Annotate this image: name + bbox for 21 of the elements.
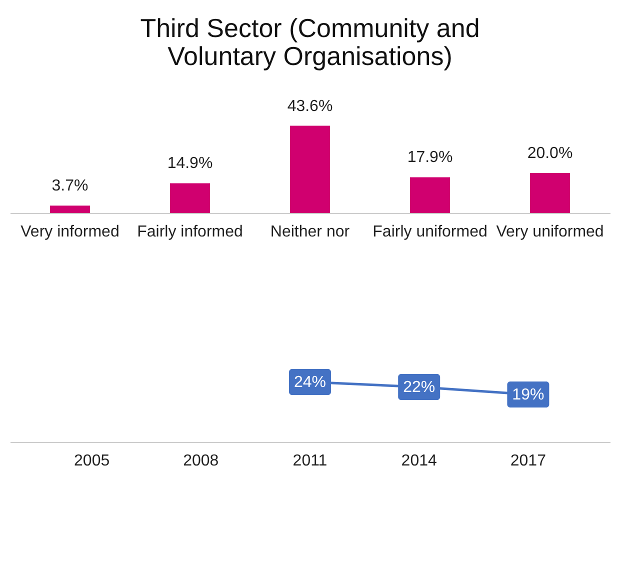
bar <box>170 183 210 213</box>
x-tick-label: 2005 <box>74 452 110 470</box>
data-label: 3.7% <box>52 178 88 195</box>
bar <box>50 206 90 213</box>
chart-title: Third Sector (Community and Voluntary Organisations) <box>140 12 480 71</box>
data-label: 20.0% <box>527 145 573 162</box>
x-tick-label: Fairly uniformed <box>372 224 488 240</box>
bar <box>290 126 330 213</box>
x-tick-label: 2017 <box>510 452 546 470</box>
x-tick-label: Very uniformed <box>496 224 604 240</box>
x-tick-label: Fairly informed <box>137 224 243 240</box>
bar <box>410 177 450 213</box>
x-tick-label: 2008 <box>183 452 219 470</box>
x-tick-label: 2014 <box>401 452 437 470</box>
x-tick-label: Very informed <box>20 224 120 240</box>
x-tick-label: Neither nor <box>270 224 350 240</box>
data-label: 43.6% <box>287 98 333 115</box>
x-tick-label: 2011 <box>292 452 328 470</box>
bar <box>530 173 570 213</box>
data-label: 14.9% <box>167 155 213 172</box>
data-label: 17.9% <box>407 149 453 166</box>
